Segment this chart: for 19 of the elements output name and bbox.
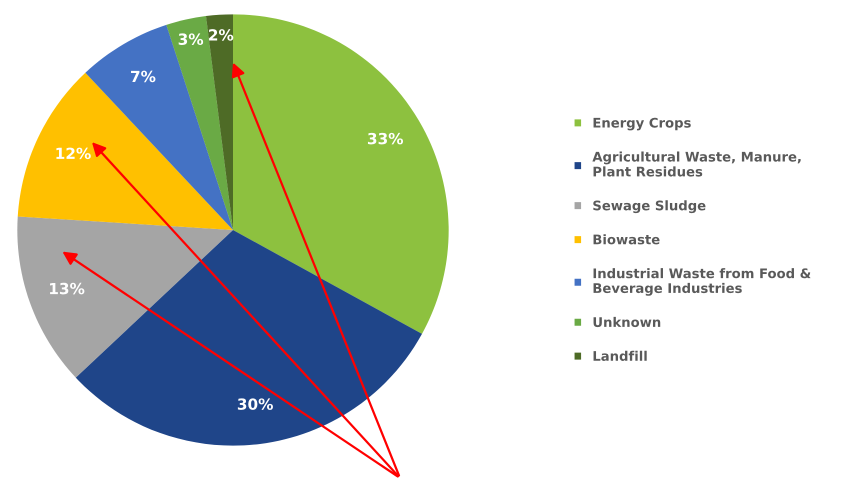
legend-label: Energy Crops — [594, 118, 691, 130]
pie-slice — [206, 14, 233, 230]
data-label: 7% — [131, 70, 156, 82]
legend-label: Sewage Sludge — [593, 200, 706, 214]
pie-slice — [17, 216, 233, 378]
pie-slice — [233, 14, 449, 334]
pie-slice — [166, 16, 233, 230]
legend-label: Landfill — [594, 350, 647, 361]
legend-label: Unknown — [594, 316, 660, 328]
legend-label: Agricultural Waste, Manure, Plant Residues — [592, 151, 801, 177]
data-label: 2% — [209, 29, 234, 41]
pie-slice — [18, 72, 233, 230]
legend-label: Biowaste — [594, 234, 660, 244]
legend-label: Industrial Waste from Food & Beverage Industries — [594, 268, 811, 296]
data-label: 13% — [50, 282, 84, 294]
data-label: 30% — [238, 398, 273, 410]
data-label: 12% — [56, 148, 91, 160]
data-label: 33% — [368, 132, 404, 144]
data-label: 3% — [178, 33, 204, 45]
